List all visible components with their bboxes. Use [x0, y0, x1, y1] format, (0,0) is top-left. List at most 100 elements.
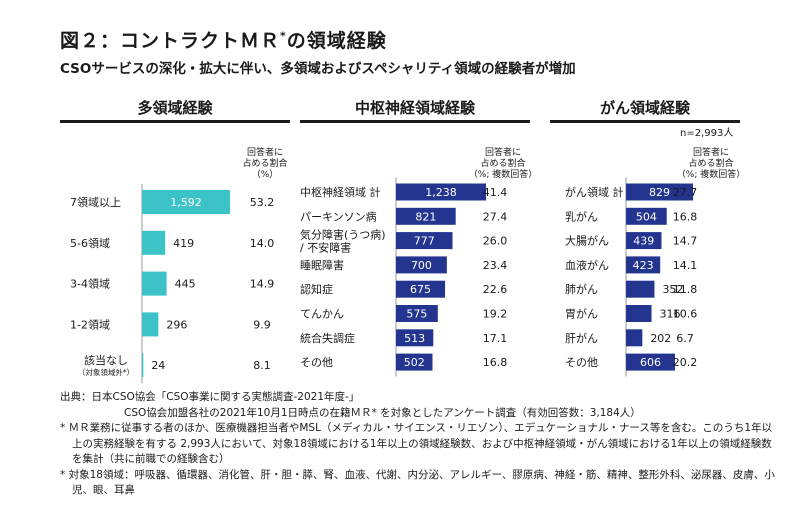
panel-rule-cns — [300, 120, 530, 123]
cancer-value-label: 352 — [662, 283, 683, 296]
multi-bar — [142, 190, 230, 214]
cancer-category-label: 血液がん — [565, 258, 609, 272]
cns-category-label-line2: / 不安障害 — [300, 241, 351, 255]
bar-charts: 7領域以上 1,592 53.2 5-6領域 419 14.0 3-4領域 445 14.9 1-… — [70, 177, 698, 384]
cns-value-label: 513 — [404, 332, 425, 345]
multi-bar — [142, 230, 166, 255]
figure-subtitle: CSOサービスの深化・拡大に伴い、多領域およびスペシャリティ領域の経験者が増加 — [60, 61, 576, 77]
multi-category-label: 1-2領域 — [70, 317, 110, 331]
cns-category-label: 認知症 — [300, 282, 333, 296]
multi-category-label: 7領域以上 — [70, 195, 121, 209]
multi-percent-label: 53.2 — [250, 196, 275, 209]
cancer-value-label: 606 — [640, 356, 661, 369]
multi-bar — [142, 353, 144, 378]
panel-rule-multi — [60, 120, 290, 123]
cancer-category-label: 肝がん — [565, 331, 598, 345]
cns-category-label: てんかん — [300, 308, 344, 321]
cancer-value-label: 439 — [633, 235, 654, 248]
cancer-bar — [626, 256, 661, 274]
multi-bar — [142, 312, 159, 337]
footnote-1: * ＭＲ業務に従事する者のほか、医療機器担当者やMSL（メディカル・サイエンス・… — [60, 422, 773, 465]
cancer-bar — [626, 207, 667, 225]
panel-title-multi: 多領域経験 — [137, 99, 213, 117]
cancer-bar — [626, 305, 652, 322]
figure-title: 図２：コントラクトＭＲ*の領域経験 — [60, 29, 387, 52]
multi-percent-label: 9.9 — [253, 318, 271, 331]
multi-bar — [142, 271, 167, 296]
cns-percent-label: 16.8 — [483, 356, 508, 369]
cns-bar — [396, 232, 453, 250]
cns-value-label: 502 — [404, 356, 425, 369]
panel-title-cancer: がん領域経験 — [599, 99, 690, 117]
panel-rule-cancer — [550, 120, 740, 123]
cancer-category-label: 乳がん — [565, 209, 598, 223]
cancer-category-label: 胃がん — [565, 307, 598, 321]
cancer-bar — [626, 329, 643, 347]
cns-category-label: 中枢神経領域 計 — [300, 185, 381, 199]
cns-bar — [396, 329, 434, 347]
cns-percent-label: 41.4 — [483, 186, 508, 199]
multi-value-label: 1,592 — [170, 196, 202, 209]
cancer-category-label: 大腸がん — [565, 234, 609, 248]
cns-category-label: 睡眠障害 — [300, 258, 344, 272]
cns-value-label: 700 — [411, 259, 432, 272]
cns-category-label: 気分障害(うつ病) — [300, 228, 386, 242]
cns-category-label: パーキンソン病 — [300, 209, 377, 223]
cns-category-label: 統合失調症 — [300, 331, 355, 345]
cns-bar — [396, 353, 433, 371]
cancer-value-label: 504 — [636, 210, 657, 223]
cancer-bar — [626, 353, 675, 371]
cns-percent-label: 27.4 — [483, 210, 508, 223]
multi-percent-label: 14.0 — [250, 237, 275, 250]
multi-category-note: （対象領域外*） — [78, 367, 134, 377]
cancer-value-label: 423 — [633, 259, 654, 272]
cancer-category-label: がん領域 計 — [565, 185, 624, 199]
cns-value-label: 777 — [414, 235, 435, 248]
cancer-percent-label: 11.8 — [673, 283, 698, 296]
multi-category-label: 該当なし — [84, 353, 128, 367]
cns-bar — [396, 280, 446, 298]
sample-size-note: n=2,993人 — [680, 128, 734, 139]
cancer-percent-label: 14.1 — [673, 259, 698, 272]
cancer-percent-label: 20.2 — [673, 356, 698, 369]
cancer-percent-label: 27.7 — [673, 186, 698, 199]
multi-value-label: 445 — [175, 278, 196, 291]
cns-bar — [396, 183, 486, 201]
cancer-value-label: 316 — [660, 308, 681, 321]
multi-category-label: 5-6領域 — [70, 236, 110, 250]
footer-notes: 出典：日本CSO協会「CSO事業に関する実態調査-2021年度-」 CSO協会加… — [60, 390, 780, 499]
cancer-category-label: 肺がん — [565, 282, 598, 296]
cancer-percent-label: 16.8 — [673, 210, 698, 223]
multi-percent-label: 8.1 — [253, 359, 271, 372]
cns-value-label: 821 — [415, 210, 436, 223]
cancer-bar — [626, 280, 655, 298]
cns-value-label: 675 — [410, 283, 431, 296]
colheader-cns: 回答者に 占める割合 （%; 複数回答） — [468, 148, 538, 180]
colheader-cancer: 回答者に 占める割合 （%; 複数回答） — [676, 148, 746, 180]
cancer-category-label: その他 — [565, 356, 598, 369]
cancer-percent-label: 14.7 — [673, 235, 698, 248]
cns-percent-label: 17.1 — [483, 332, 508, 345]
multi-category-label: 3-4領域 — [70, 277, 110, 291]
cns-bar — [396, 305, 438, 322]
multi-value-label: 24 — [151, 359, 165, 372]
colheader-multi: 回答者に 占める割合 （%） — [242, 148, 288, 180]
cns-bar — [396, 256, 447, 274]
cns-bar — [396, 207, 456, 225]
cancer-bar — [626, 183, 693, 201]
cancer-percent-label: 10.6 — [673, 308, 698, 321]
cns-percent-label: 22.6 — [483, 283, 508, 296]
cancer-bar — [626, 232, 662, 250]
cns-percent-label: 19.2 — [483, 308, 508, 321]
multi-percent-label: 14.9 — [250, 278, 275, 291]
cns-value-label: 1,238 — [425, 186, 457, 199]
multi-value-label: 419 — [173, 237, 194, 250]
cns-category-label: その他 — [300, 356, 333, 369]
cancer-value-label: 202 — [650, 332, 671, 345]
source-line-1: 出典：日本CSO協会「CSO事業に関する実態調査-2021年度-」 — [60, 391, 360, 403]
panel-title-cns: 中枢神経領域経験 — [354, 99, 475, 117]
cns-value-label: 575 — [406, 308, 427, 321]
cns-percent-label: 26.0 — [483, 235, 508, 248]
footnote-2: * 対象18領域：呼吸器、循環器、消化管、肝・胆・膵、腎、血液、代謝、内分泌、ア… — [60, 468, 775, 497]
cns-percent-label: 23.4 — [483, 259, 508, 272]
